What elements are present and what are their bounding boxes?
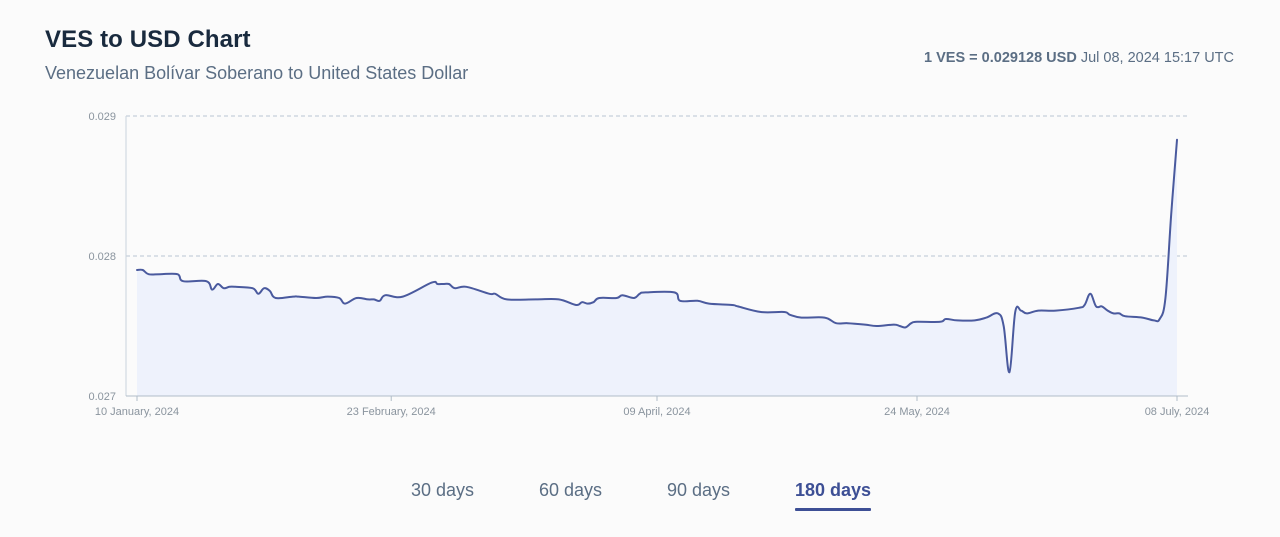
tab-30-days[interactable]: 30 days: [411, 480, 475, 500]
tab-180-days[interactable]: 180 days: [795, 480, 872, 511]
series-line: [136, 138, 1178, 374]
tab-90-days[interactable]: 90 days: [667, 480, 731, 500]
y-tick-label: 0.029: [88, 111, 116, 123]
range-tabs: 30 days 60 days 90 days 180 days: [0, 480, 1280, 520]
y-tick-label: 0.028: [88, 251, 116, 263]
x-tick-label: 10 January, 2024: [95, 406, 179, 418]
x-tick-label: 09 April, 2024: [623, 406, 690, 418]
tab-60-days[interactable]: 60 days: [539, 480, 603, 500]
current-rate: 1 VES = 0.029128 USD Jul 08, 2024 15:17 …: [924, 50, 1234, 66]
x-tick-label: 23 February, 2024: [347, 406, 436, 418]
current-rate-value: 1 VES = 0.029128 USD: [924, 50, 1077, 66]
y-tick-label: 0.027: [88, 391, 116, 403]
current-rate-timestamp: Jul 08, 2024 15:17 UTC: [1080, 50, 1234, 66]
page-title: VES to USD Chart: [45, 26, 251, 53]
page-subtitle: Venezuelan Bolívar Soberano to United St…: [45, 63, 469, 83]
grid-lines: [126, 115, 1188, 257]
exchange-rate-chart: 0.027 0.028 0.029 10 January, 2024 23 Februa…: [88, 111, 1209, 418]
line-layer: [136, 138, 1178, 374]
series-area-fill: [137, 139, 1177, 397]
x-tick-label: 08 July, 2024: [1145, 406, 1210, 418]
axis-layer: 0.027 0.028 0.029 10 January, 2024 23 Februa…: [88, 111, 1209, 418]
area-layer: [137, 139, 1177, 397]
x-tick-label: 24 May, 2024: [884, 406, 950, 418]
